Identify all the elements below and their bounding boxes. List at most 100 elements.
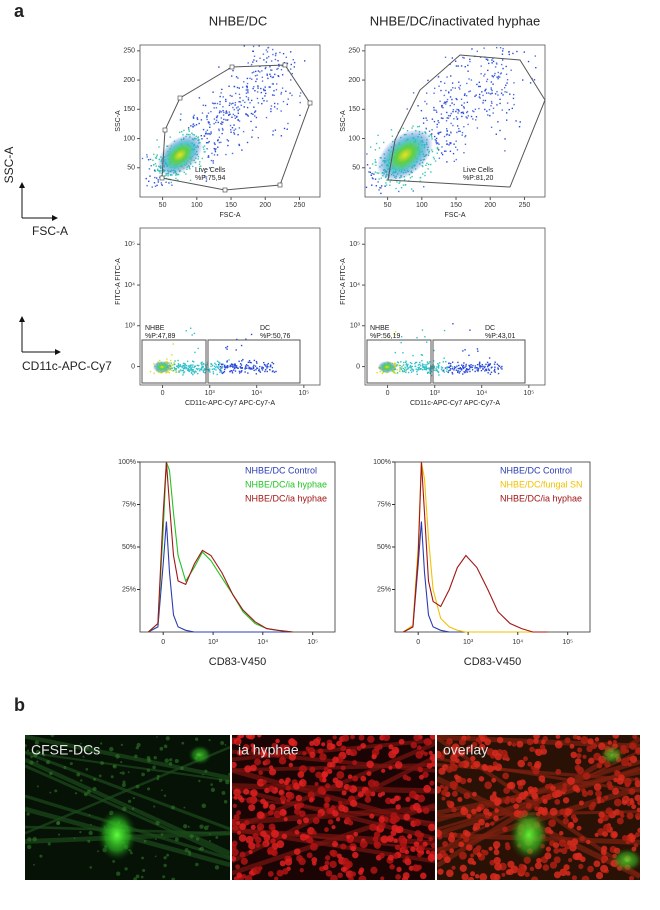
conidium <box>348 876 354 880</box>
event-dot <box>266 51 269 53</box>
event-dot <box>438 85 440 87</box>
event-dot <box>437 370 439 372</box>
conidium <box>306 852 313 859</box>
event-dot <box>452 323 454 325</box>
event-dot <box>255 360 258 363</box>
conidium <box>327 768 333 775</box>
event-dot <box>480 65 482 67</box>
faint-speck <box>74 792 78 795</box>
conidium <box>571 838 579 846</box>
conidium <box>582 772 591 780</box>
gate-name: Live Cells <box>463 167 494 174</box>
event-dot <box>443 102 445 105</box>
event-dot <box>175 367 177 370</box>
event-dot <box>204 371 206 374</box>
conidium <box>373 831 381 838</box>
event-dot <box>154 163 157 165</box>
histogram-line <box>148 521 293 633</box>
event-dot <box>206 137 208 140</box>
conidium <box>451 790 458 797</box>
faint-speck <box>97 850 100 853</box>
event-dot <box>482 365 484 368</box>
conidium <box>588 804 595 811</box>
event-dot <box>399 368 401 370</box>
event-dot <box>288 36 289 37</box>
event-dot <box>425 127 427 130</box>
conidium <box>341 735 350 742</box>
event-dot <box>206 129 209 131</box>
conidium <box>634 832 640 838</box>
event-dot <box>202 370 205 372</box>
conidium <box>573 817 579 823</box>
event-dot <box>452 109 455 111</box>
conidium <box>341 790 347 796</box>
conidium <box>446 869 454 878</box>
conidium <box>331 825 336 830</box>
event-dot <box>401 365 404 367</box>
event-dot <box>446 117 448 119</box>
faint-speck <box>160 833 164 836</box>
event-dot <box>265 365 267 368</box>
cfse-dc <box>188 745 212 765</box>
event-dot <box>176 365 178 367</box>
conidium <box>550 785 556 792</box>
event-dot <box>470 79 473 81</box>
event-dot <box>177 359 179 362</box>
conidium <box>494 799 501 806</box>
event-dot <box>240 367 242 369</box>
faint-speck <box>116 871 121 876</box>
event-dot <box>156 184 158 187</box>
event-dot <box>184 364 186 367</box>
event-dot <box>465 369 467 372</box>
axis-indicator-label: SSC-A <box>2 147 16 184</box>
event-dot <box>433 120 436 123</box>
event-dot <box>145 177 147 180</box>
event-dot <box>165 360 167 363</box>
event-dot <box>187 368 190 370</box>
event-dot <box>253 55 256 57</box>
event-dot <box>459 84 462 87</box>
conidium <box>236 749 243 756</box>
event-dot <box>239 97 241 99</box>
event-dot <box>249 361 251 364</box>
conidium <box>576 852 582 858</box>
conidium <box>615 770 621 776</box>
event-dot <box>452 110 454 113</box>
conidium <box>410 741 418 749</box>
x-tick-label: 250 <box>519 202 531 209</box>
conidium <box>358 735 365 741</box>
event-dot <box>534 55 537 57</box>
event-dot <box>272 134 274 136</box>
event-dot <box>246 114 249 116</box>
faint-speck <box>198 779 201 783</box>
event-dot <box>220 367 222 370</box>
event-dot <box>232 102 234 105</box>
event-dot <box>207 121 210 123</box>
conidium <box>616 817 624 825</box>
event-dot <box>192 373 194 376</box>
event-dot <box>456 125 459 127</box>
event-dot <box>461 104 463 106</box>
plot-frame <box>139 227 321 386</box>
conidium <box>632 735 638 740</box>
event-dot <box>274 54 277 57</box>
event-dot <box>262 88 265 90</box>
conidium <box>463 792 471 800</box>
event-dot <box>496 363 499 365</box>
event-dot <box>214 362 216 365</box>
conidium <box>386 835 394 843</box>
conidium <box>238 834 247 842</box>
cfse-dc <box>97 809 137 861</box>
event-dot <box>450 132 452 134</box>
event-dot <box>264 369 267 371</box>
conidium <box>336 853 342 859</box>
x-tick-label: 250 <box>294 202 306 209</box>
conidium <box>324 827 329 833</box>
conidium <box>612 739 617 745</box>
event-dot <box>210 365 212 368</box>
event-dot <box>233 133 236 135</box>
event-dot <box>398 190 400 193</box>
event-dot <box>283 23 284 24</box>
